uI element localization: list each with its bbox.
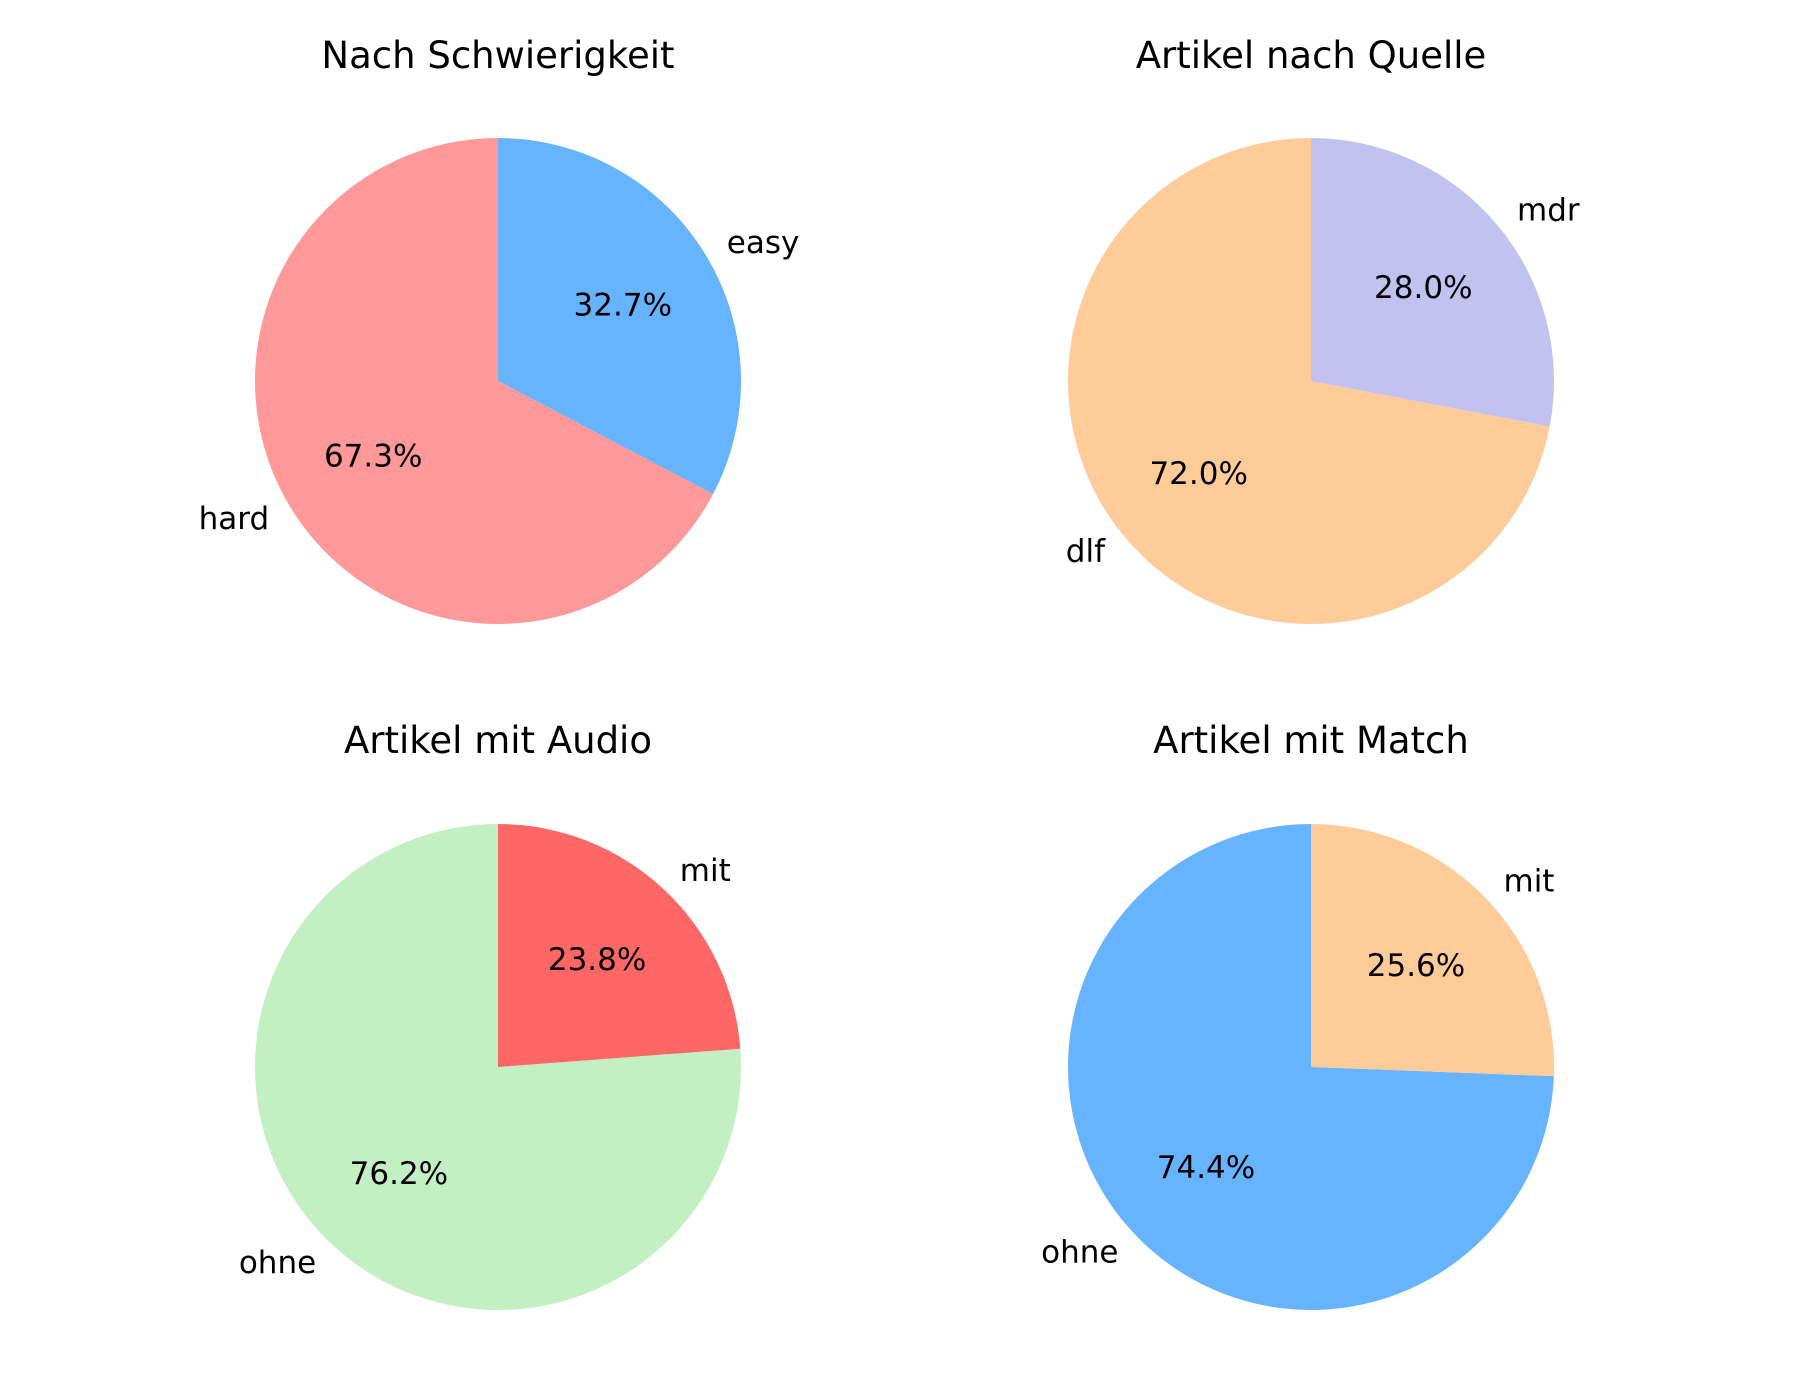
chart-title: Nach Schwierigkeit	[321, 34, 674, 77]
pie-slice-easy	[498, 137, 741, 495]
chart-title: Artikel mit Audio	[344, 719, 652, 762]
pie-category-label: hard	[199, 501, 270, 537]
pie-category-label: mit	[1504, 864, 1555, 900]
chart-nach-schwierigkeit: Nach Schwierigkeit 67.3% hard 32.7% easy	[199, 34, 800, 624]
pie-category-label: easy	[727, 225, 800, 261]
pie-category-label: mdr	[1517, 193, 1580, 229]
pie-slice-mit	[1311, 824, 1555, 1077]
pie-percentage-label: 32.7%	[574, 288, 672, 324]
pie-percentage-label: 72.0%	[1149, 456, 1247, 492]
pie-slice-mit	[498, 824, 741, 1067]
pie-category-label: ohne	[239, 1245, 316, 1281]
chart-artikel-mit-audio: Artikel mit Audio 76.2% ohne 23.8% mit	[239, 719, 742, 1310]
pie-slice-ohne	[1068, 824, 1554, 1310]
pie-category-label: mit	[680, 853, 731, 889]
chart-title: Artikel mit Match	[1153, 719, 1469, 762]
pie-percentage-label: 23.8%	[548, 942, 646, 978]
pie-slice-ohne	[255, 824, 742, 1310]
pie-category-label: ohne	[1041, 1234, 1118, 1270]
chart-title: Artikel nach Quelle	[1136, 34, 1487, 77]
pie-percentage-label: 74.4%	[1157, 1150, 1255, 1186]
pie-percentage-label: 28.0%	[1374, 270, 1472, 306]
pie-percentage-label: 76.2%	[350, 1156, 448, 1192]
chart-artikel-mit-match: Artikel mit Match 74.4% ohne 25.6% mit	[1041, 719, 1554, 1310]
pie-slice-hard	[254, 138, 714, 624]
chart-artikel-nach-quelle: Artikel nach Quelle 72.0% dlf 28.0% mdr	[1066, 34, 1580, 625]
pie-slice-mdr	[1311, 138, 1555, 427]
pie-percentage-label: 67.3%	[324, 438, 422, 474]
pie-slice-dlf	[1068, 138, 1550, 625]
pie-category-label: dlf	[1066, 533, 1106, 569]
pie-percentage-label: 25.6%	[1367, 948, 1465, 984]
